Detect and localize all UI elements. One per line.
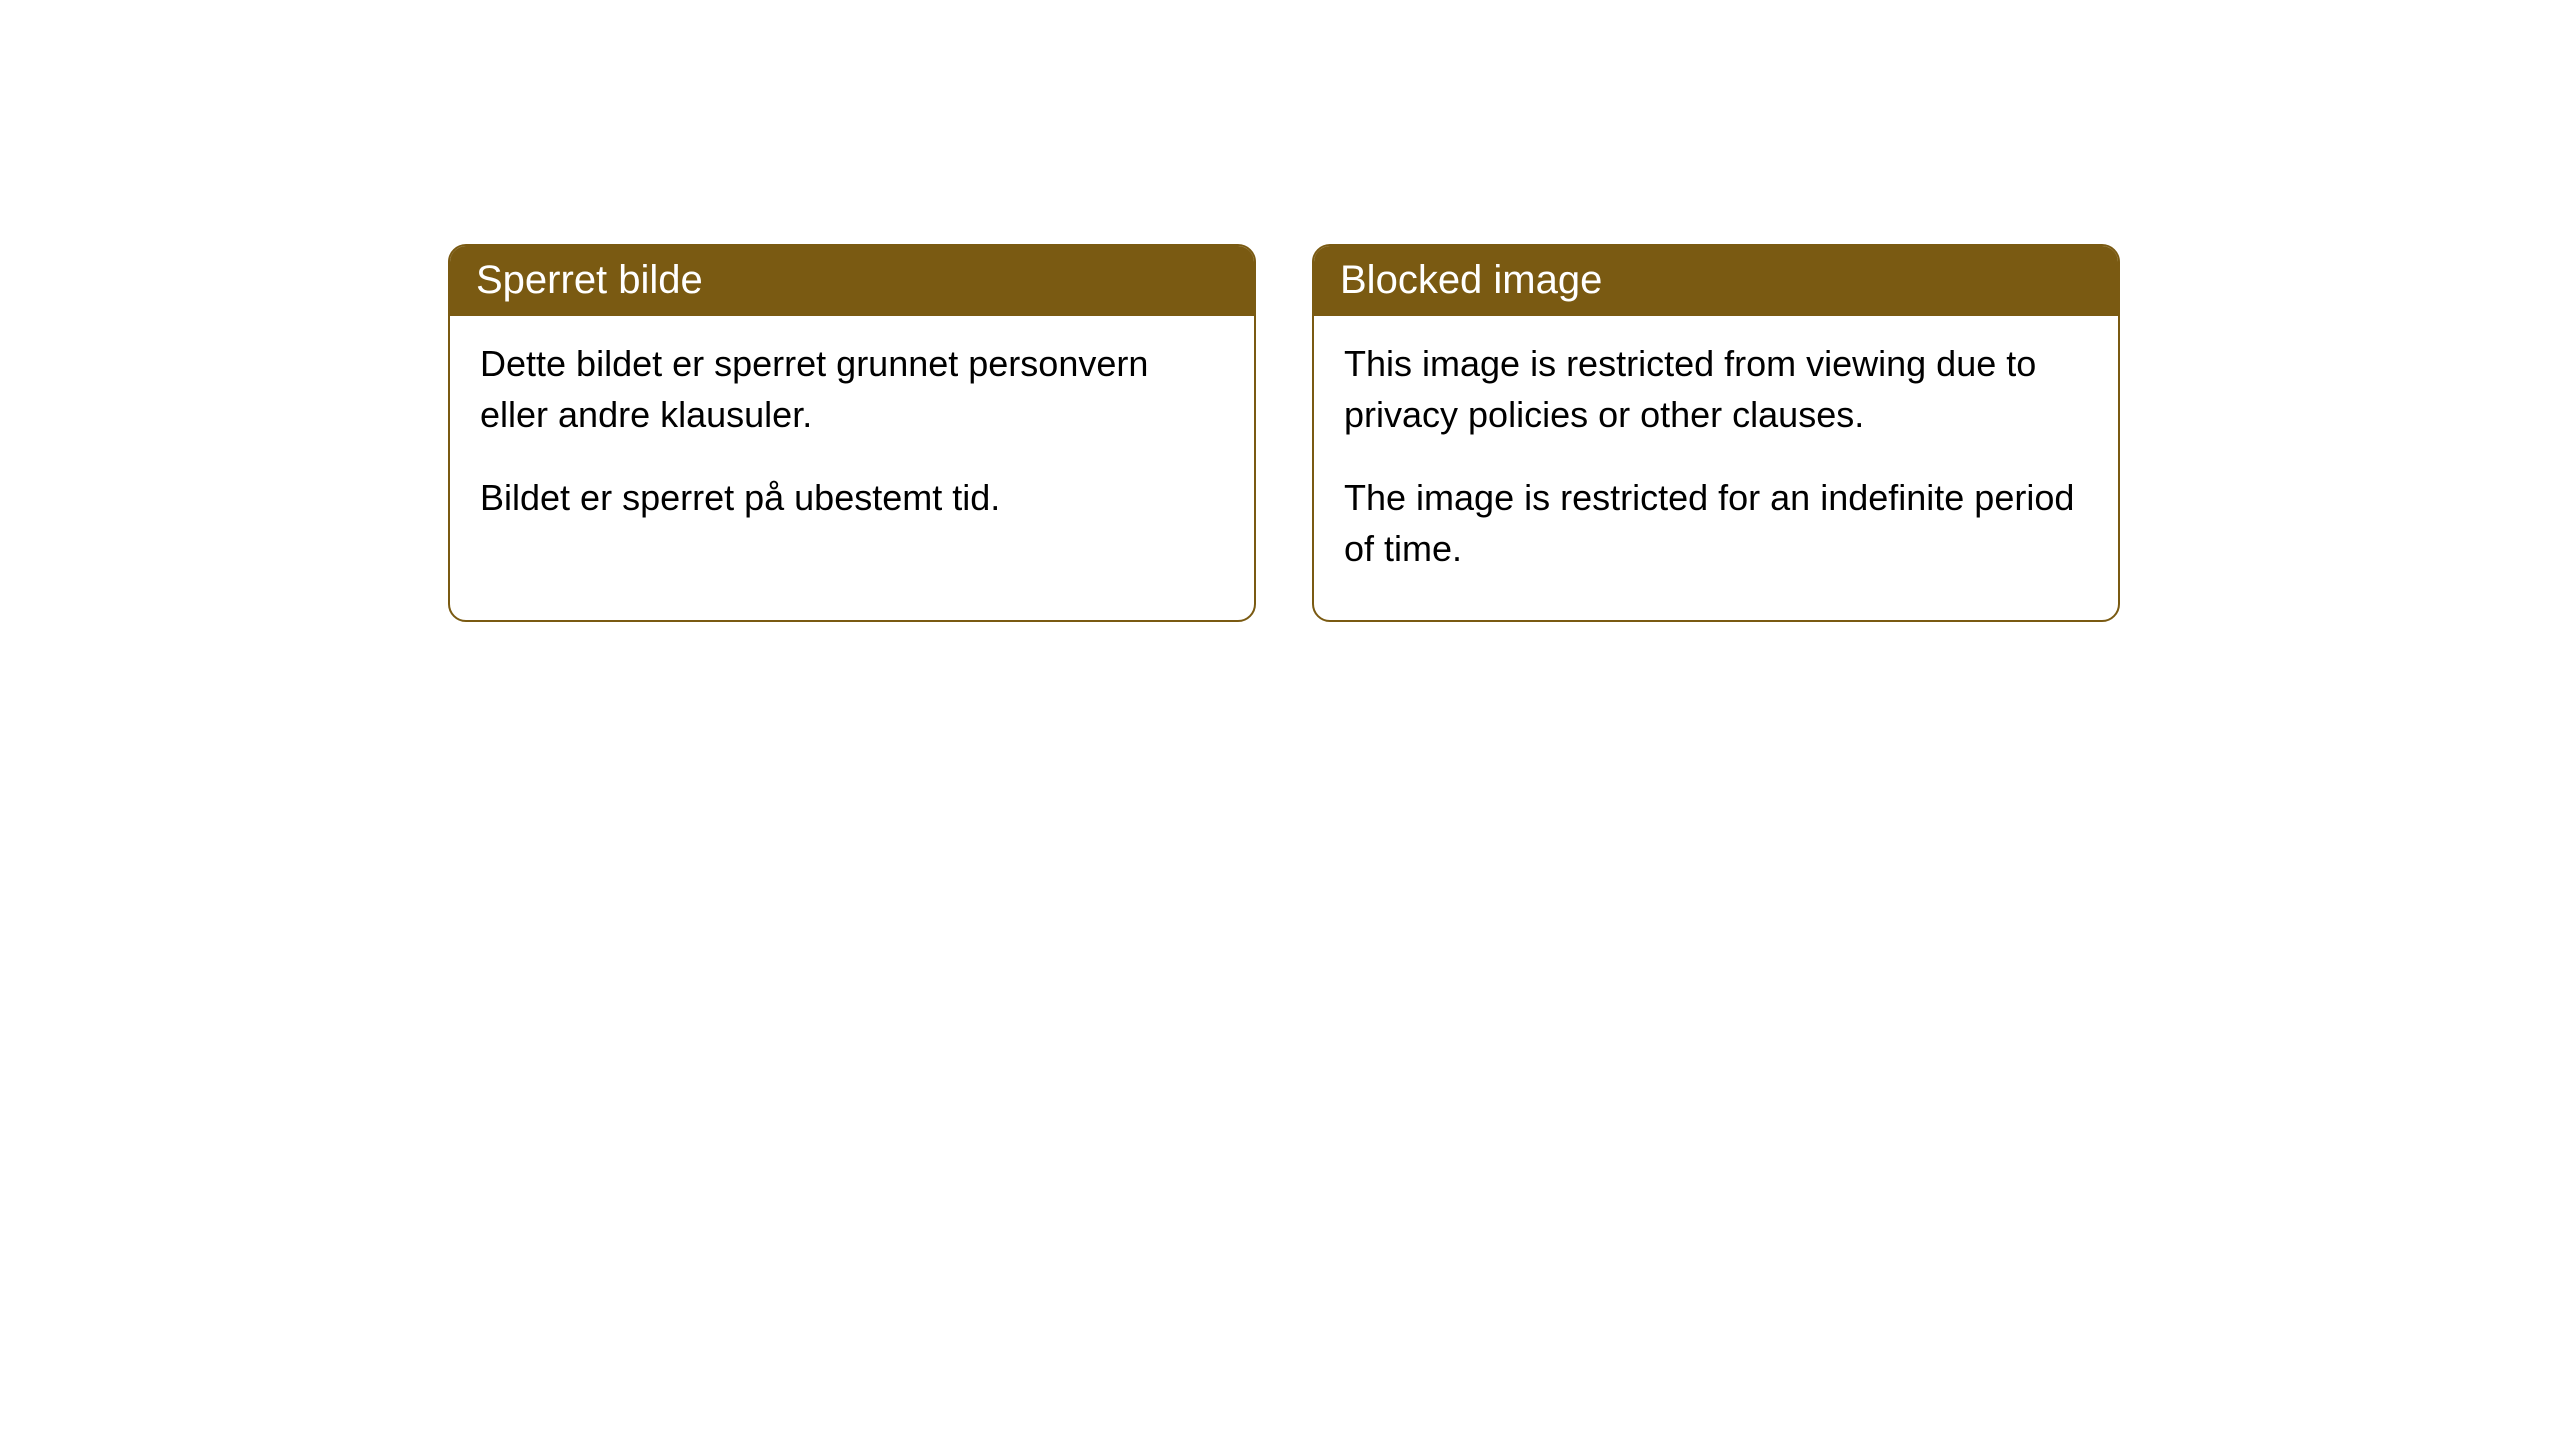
card-paragraph-1-english: This image is restricted from viewing du… — [1344, 338, 2088, 440]
cards-container: Sperret bilde Dette bildet er sperret gr… — [0, 0, 2560, 622]
blocked-image-card-english: Blocked image This image is restricted f… — [1312, 244, 2120, 622]
card-paragraph-1-norwegian: Dette bildet er sperret grunnet personve… — [480, 338, 1224, 440]
blocked-image-card-norwegian: Sperret bilde Dette bildet er sperret gr… — [448, 244, 1256, 622]
card-paragraph-2-norwegian: Bildet er sperret på ubestemt tid. — [480, 472, 1224, 523]
card-header-norwegian: Sperret bilde — [450, 246, 1254, 316]
card-header-english: Blocked image — [1314, 246, 2118, 316]
card-body-english: This image is restricted from viewing du… — [1314, 316, 2118, 620]
card-paragraph-2-english: The image is restricted for an indefinit… — [1344, 472, 2088, 574]
card-body-norwegian: Dette bildet er sperret grunnet personve… — [450, 316, 1254, 569]
